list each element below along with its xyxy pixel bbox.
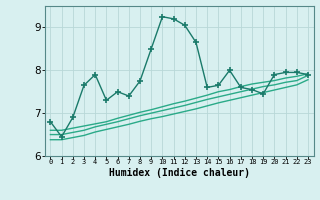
X-axis label: Humidex (Indice chaleur): Humidex (Indice chaleur) [109,168,250,178]
